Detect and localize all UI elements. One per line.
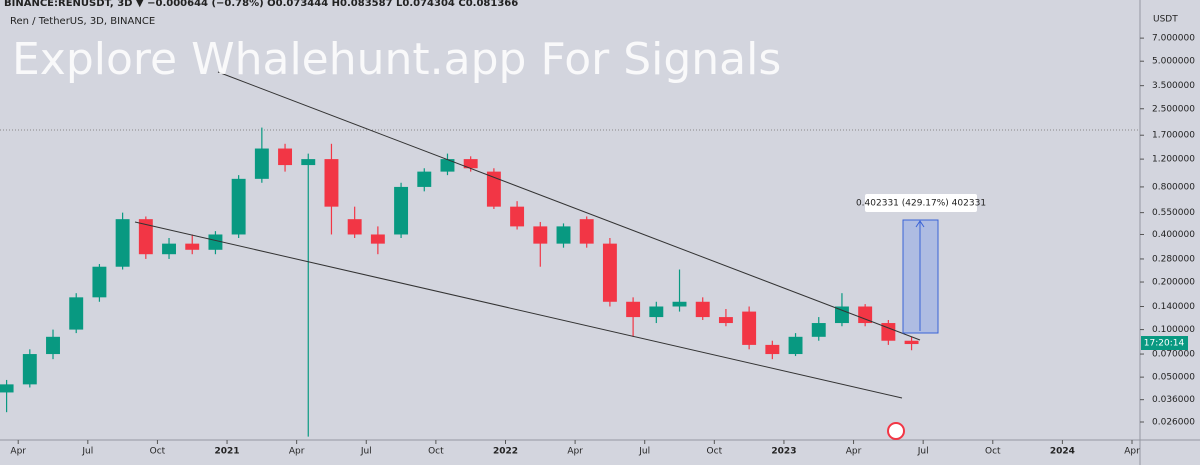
x-tick-label: Jul — [81, 447, 93, 457]
y-tick-label: 0.550000 — [1152, 208, 1195, 218]
trend-line — [217, 71, 921, 341]
y-tick-label: 0.800000 — [1152, 182, 1195, 192]
countdown: 17:20:14 — [1144, 339, 1185, 349]
candle-body — [162, 243, 176, 255]
candle-body — [811, 323, 826, 337]
candle-body — [301, 159, 316, 166]
y-tick-label: 0.070000 — [1152, 350, 1195, 360]
candle-body — [649, 306, 664, 318]
x-tick-label: Apr — [567, 447, 583, 457]
y-tick-label: 0.280000 — [1152, 254, 1195, 264]
candle-body — [278, 148, 293, 166]
y-tick-label: 0.100000 — [1152, 325, 1195, 335]
candle-body — [533, 226, 548, 244]
candle-body — [254, 148, 269, 179]
candle-body — [858, 306, 873, 324]
candle-body — [324, 159, 339, 207]
candle-body — [718, 317, 733, 324]
countdown-box — [1141, 336, 1188, 350]
candle-body — [22, 354, 37, 385]
candle-body — [788, 336, 803, 355]
candle-body — [370, 234, 385, 244]
measure-label: 0.402331 (429.17%) 402331 — [856, 199, 986, 209]
x-tick-label: Oct — [707, 447, 723, 457]
trend-line — [134, 221, 903, 399]
x-tick-label: Apr — [10, 447, 26, 457]
candle-body — [440, 159, 455, 172]
candle-body — [231, 178, 246, 235]
candle-body — [463, 159, 478, 169]
candle-body — [46, 336, 60, 355]
x-tick-label: 2022 — [493, 447, 518, 457]
candle-body — [742, 311, 757, 345]
y-tick-label: 0.050000 — [1152, 373, 1195, 383]
candle-body — [765, 344, 780, 355]
watermark: Explore Whalehunt.app For Signals — [12, 34, 781, 85]
candle-body — [695, 301, 710, 318]
measure-label-box — [865, 194, 977, 212]
candle-body — [556, 226, 571, 244]
candle-body — [115, 219, 130, 267]
measure-arrow-head — [915, 220, 925, 228]
candle-body — [672, 301, 687, 307]
y-axis-label: USDT — [1153, 15, 1178, 25]
candle-body — [417, 171, 432, 187]
y-tick-label: 2.500000 — [1152, 104, 1195, 114]
candle-body — [904, 340, 919, 345]
x-tick-label: 2021 — [215, 447, 240, 457]
y-tick-label: 0.140000 — [1152, 302, 1195, 312]
x-tick-label: Oct — [428, 447, 444, 457]
plot — [0, 127, 919, 437]
candle-body — [0, 384, 14, 393]
x-tick-label: Jul — [360, 447, 372, 457]
candle-body — [394, 186, 409, 235]
x-tick-label: Apr — [846, 447, 862, 457]
candle-body — [579, 219, 594, 244]
y-tick-label: 1.700000 — [1152, 131, 1195, 141]
candle-body — [626, 301, 641, 318]
candle-body — [510, 206, 525, 227]
y-tick-label: 0.200000 — [1152, 278, 1195, 288]
y-tick-label: 5.000000 — [1152, 57, 1195, 67]
y-tick-label: 3.500000 — [1152, 81, 1195, 91]
candle-body — [138, 219, 153, 255]
candle-body — [208, 234, 223, 250]
x-tick-label: 2024 — [1050, 447, 1075, 457]
candle-body — [92, 266, 107, 298]
x-tick-label: Apr — [1124, 447, 1140, 457]
x-tick-label: 2023 — [771, 447, 796, 457]
candle-body — [834, 306, 849, 324]
y-tick-label: 7.000000 — [1152, 34, 1195, 44]
candle-body — [602, 243, 617, 302]
y-tick-label: 0.026000 — [1152, 418, 1195, 428]
chart-title: Ren / TetherUS, 3D, BINANCE — [10, 16, 155, 27]
candle-body — [486, 171, 501, 207]
y-tick-label: 0.400000 — [1152, 230, 1195, 240]
event-icon — [887, 422, 905, 440]
y-tick-label: 0.036000 — [1152, 395, 1195, 405]
y-tick-label: 1.200000 — [1152, 155, 1195, 165]
x-tick-label: Jul — [638, 447, 650, 457]
candle-body — [881, 323, 896, 341]
x-tick-label: Apr — [289, 447, 305, 457]
candle-body — [347, 219, 362, 235]
candle-body — [69, 297, 84, 330]
x-tick-label: Oct — [985, 447, 1001, 457]
x-tick-label: Jul — [917, 447, 929, 457]
header: BINANCE:RENUSDT, 3D ▼ −0.000644 (−0.78%)… — [4, 0, 518, 9]
candle-body — [185, 243, 200, 250]
x-tick-label: Oct — [150, 447, 166, 457]
